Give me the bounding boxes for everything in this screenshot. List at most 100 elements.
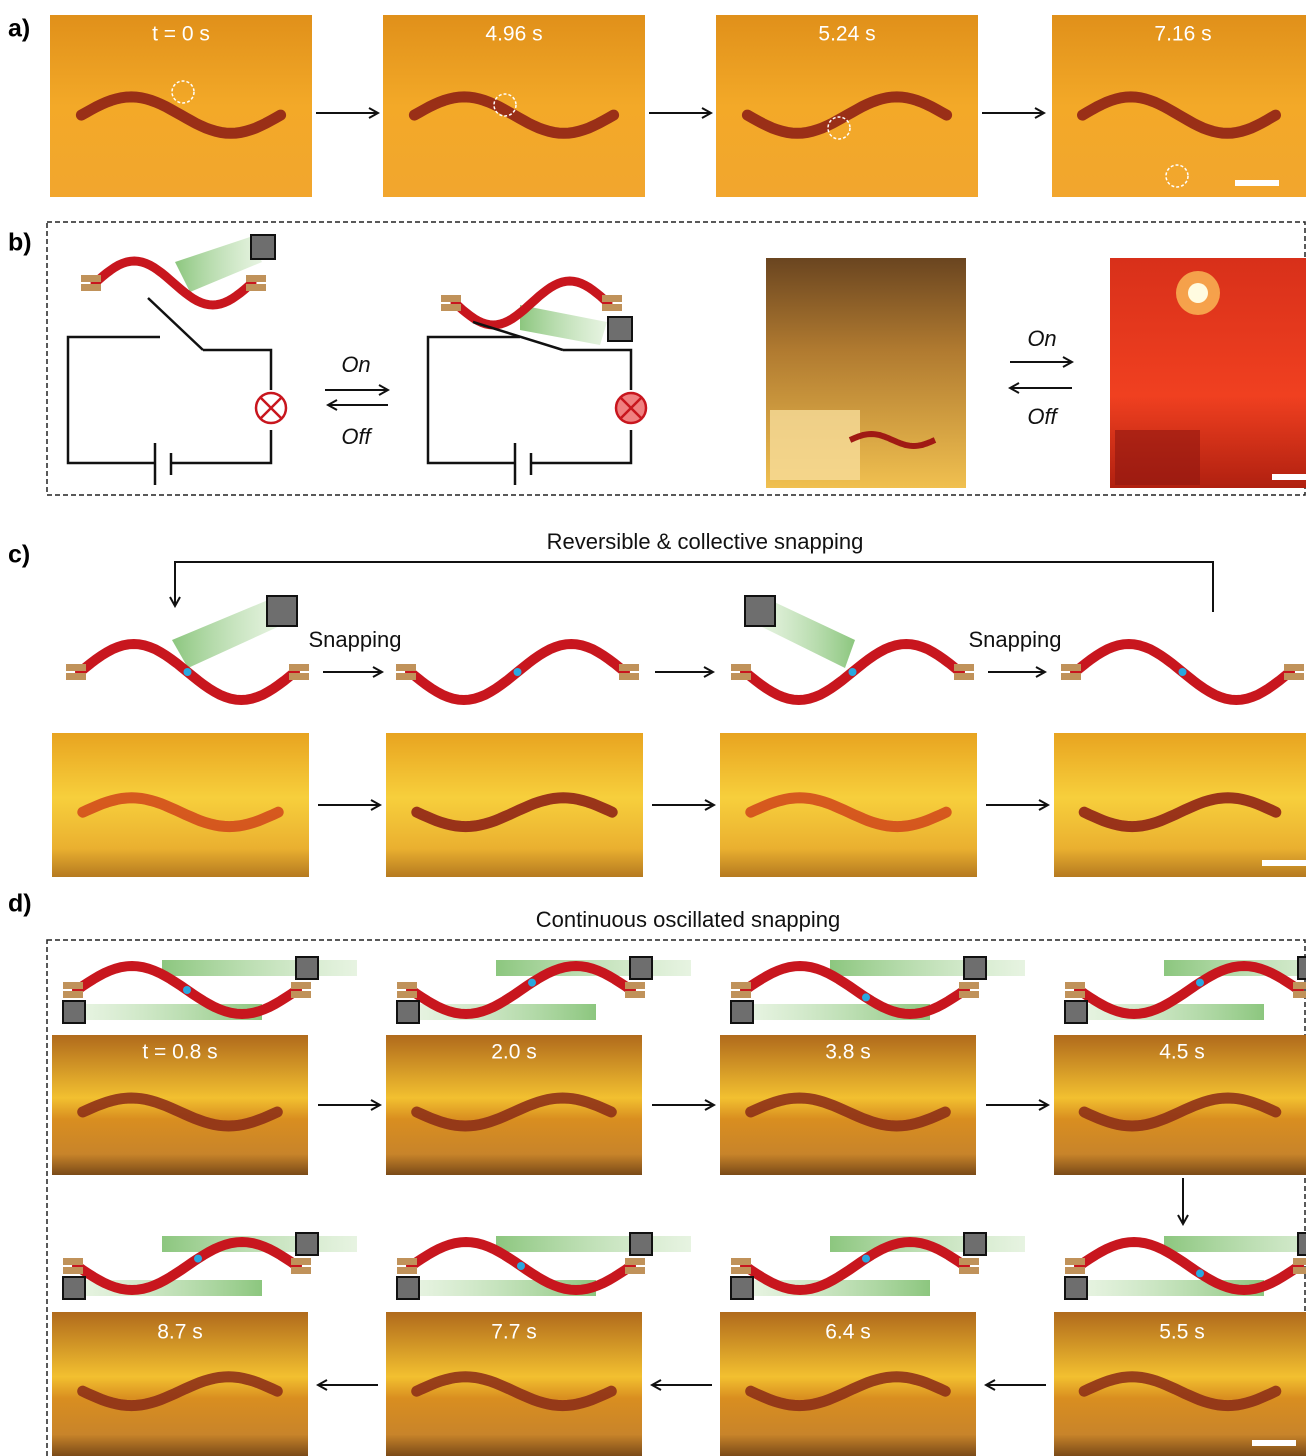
marker-dot (528, 979, 536, 987)
mass-block (1065, 1001, 1087, 1023)
clamp (959, 982, 979, 989)
clamp (602, 304, 622, 311)
clamp (1065, 1267, 1085, 1274)
clamp (441, 295, 461, 302)
clamp (396, 673, 416, 680)
time-label: 2.0 s (491, 1041, 537, 1064)
time-label: 3.8 s (825, 1041, 871, 1064)
mass-block (296, 957, 318, 979)
time-label: 5.24 s (818, 23, 875, 46)
clamp (959, 1258, 979, 1265)
panel-label: b) (8, 229, 32, 257)
mass-block (267, 596, 297, 626)
clamp (397, 982, 417, 989)
switch-label: Off (1027, 404, 1059, 429)
time-label: 6.4 s (825, 1321, 871, 1344)
time-label: t = 0 s (152, 23, 210, 46)
clamp (1065, 1258, 1085, 1265)
light-beam (496, 1236, 691, 1252)
clamp (1293, 1267, 1306, 1274)
clamp (731, 991, 751, 998)
scale-bar (1252, 1440, 1296, 1446)
mass-block (630, 957, 652, 979)
mass-block (63, 1001, 85, 1023)
light-beam (172, 600, 282, 668)
marker-dot (849, 668, 857, 676)
mass-block (964, 957, 986, 979)
marker-dot (183, 986, 191, 994)
clamp (397, 991, 417, 998)
scale-bar (1272, 474, 1306, 480)
light-beam (1164, 1236, 1306, 1252)
clamp (731, 1258, 751, 1265)
clamp (954, 664, 974, 671)
clamp (63, 982, 83, 989)
clamp (81, 275, 101, 282)
mass-block (964, 1233, 986, 1255)
clamp (441, 304, 461, 311)
clamp (63, 1267, 83, 1274)
feedback-line (175, 562, 1213, 612)
time-label: 8.7 s (157, 1321, 203, 1344)
clamp (954, 673, 974, 680)
clamp (397, 1258, 417, 1265)
mass-block (1065, 1277, 1087, 1299)
clamp (291, 982, 311, 989)
mass-block (1298, 957, 1306, 979)
clamp (1284, 664, 1304, 671)
clamp (619, 673, 639, 680)
clamp (602, 295, 622, 302)
time-label: 7.16 s (1154, 23, 1211, 46)
clamp (246, 275, 266, 282)
clamp (619, 664, 639, 671)
panel-title: Reversible & collective snapping (547, 529, 864, 554)
time-label: 7.7 s (491, 1321, 537, 1344)
mass-block (1298, 1233, 1306, 1255)
clamp (291, 1258, 311, 1265)
panel-label: d) (8, 890, 32, 918)
time-label: 4.5 s (1159, 1041, 1205, 1064)
light-beam (830, 960, 1025, 976)
marker-dot (1179, 668, 1187, 676)
wire (428, 337, 631, 463)
clamp (731, 664, 751, 671)
clamp (731, 1267, 751, 1274)
clamp (66, 664, 86, 671)
clamp (1065, 991, 1085, 998)
lamp-glow (1188, 283, 1208, 303)
time-label: t = 0.8 s (142, 1041, 217, 1064)
clamp (66, 673, 86, 680)
light-beam (162, 960, 357, 976)
clamp (1293, 991, 1306, 998)
clamp (81, 284, 101, 291)
mass-block (630, 1233, 652, 1255)
mass-block (731, 1277, 753, 1299)
switch-label: On (1027, 326, 1056, 351)
mass-block (731, 1001, 753, 1023)
clamp (289, 673, 309, 680)
clamp (246, 284, 266, 291)
clamp (1065, 982, 1085, 989)
clamp (731, 982, 751, 989)
marker-dot (1196, 979, 1204, 987)
clamp (291, 991, 311, 998)
clamp (959, 991, 979, 998)
scale-bar (1235, 180, 1279, 186)
clamp (731, 673, 751, 680)
mass-block (296, 1233, 318, 1255)
clamp (625, 991, 645, 998)
clamp (63, 1258, 83, 1265)
marker-dot (514, 668, 522, 676)
figure: a)t = 0 s4.96 s5.24 s7.16 sb)OnOffOnOffc… (0, 0, 1306, 1456)
clamp (397, 1267, 417, 1274)
marker-dot (862, 1255, 870, 1263)
clamp (1284, 673, 1304, 680)
step-label: Snapping (969, 627, 1062, 652)
panel-title: Continuous oscillated snapping (536, 907, 841, 932)
photo-detail (770, 410, 860, 480)
clamp (1061, 664, 1081, 671)
mass-block (608, 317, 632, 341)
switch-label: On (341, 352, 370, 377)
clamp (291, 1267, 311, 1274)
clamp (625, 1258, 645, 1265)
